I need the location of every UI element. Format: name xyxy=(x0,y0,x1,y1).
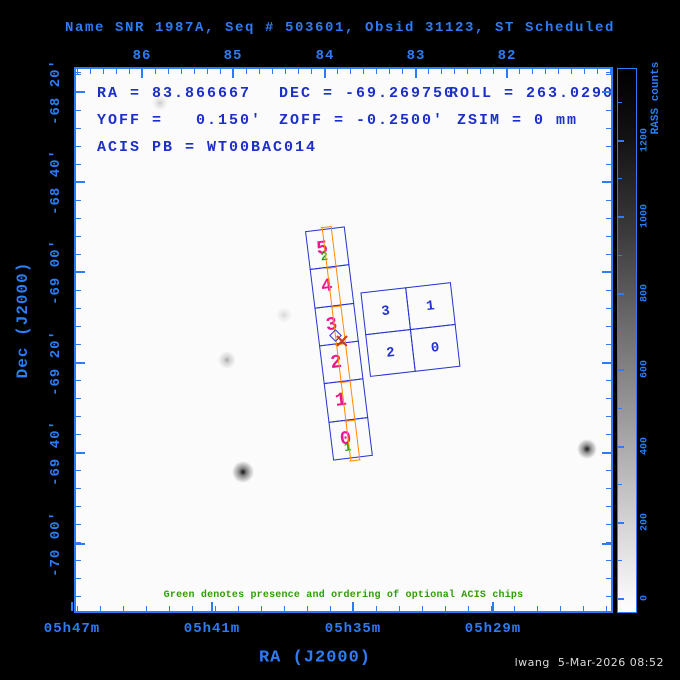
right-major-tick xyxy=(602,181,611,183)
bottom-major-tick xyxy=(352,602,354,611)
top-tick-label: 82 xyxy=(497,48,517,64)
left-major-tick xyxy=(76,181,85,183)
colorbar-tick-label: 1000 xyxy=(639,203,651,229)
top-tick-label: 86 xyxy=(132,48,152,64)
green-chips-caption: Green denotes presence and ordering of o… xyxy=(163,590,524,601)
left-tick-label: -68 20' xyxy=(48,59,64,125)
ra-value: RA = 83.866667 xyxy=(97,85,252,102)
colorbar-minor-tick xyxy=(618,407,622,409)
top-major-tick xyxy=(415,69,417,78)
left-major-tick xyxy=(76,543,85,545)
bottom-major-tick xyxy=(211,602,213,611)
colorbar-major-tick xyxy=(618,369,624,371)
colorbar-minor-tick xyxy=(618,254,622,256)
left-tick-label: -69 40' xyxy=(48,420,64,486)
bottom-tick-label: 05h47m xyxy=(43,621,101,637)
top-tick-label: 85 xyxy=(223,48,243,64)
right-major-tick xyxy=(602,362,611,364)
acis-i-chip-3: 3 xyxy=(360,287,411,336)
top-major-tick xyxy=(324,69,326,78)
y-axis-title: Dec (J2000) xyxy=(14,261,32,379)
colorbar-tick-label: 200 xyxy=(639,512,651,532)
left-tick-label: -70 00' xyxy=(48,511,64,577)
colorbar-tick-label: 1200 xyxy=(639,127,651,153)
bottom-tick-label: 05h35m xyxy=(324,621,382,637)
top-minor-ticks xyxy=(76,69,611,74)
colorbar-tick-label: 0 xyxy=(639,594,651,602)
top-tick-label: 84 xyxy=(315,48,335,64)
colorbar-minor-tick xyxy=(618,178,622,179)
bottom-tick-label: 05h41m xyxy=(183,621,241,637)
colorbar-minor-tick xyxy=(618,560,622,561)
colorbar-tick-label: 400 xyxy=(639,436,651,456)
colorbar-minor-tick xyxy=(618,331,622,332)
user-datestamp: lwang 5-Mar-2026 08:52 xyxy=(514,656,664,669)
right-major-tick xyxy=(602,91,611,93)
sky-plot: RA = 83.866667 DEC = -69.269750 ROLL = 2… xyxy=(74,67,613,613)
colorbar-major-tick xyxy=(618,522,624,524)
colorbar-minor-tick xyxy=(618,484,622,485)
left-tick-label: -68 40' xyxy=(48,149,64,215)
right-major-tick xyxy=(602,543,611,545)
acis-i-chip-2: 2 xyxy=(365,329,416,377)
right-major-tick xyxy=(602,271,611,273)
colorbar-major-tick xyxy=(618,140,624,142)
yoff-value: YOFF = 0.150' xyxy=(97,112,263,129)
dec-value: DEC = -69.269750 xyxy=(279,85,456,102)
left-major-tick xyxy=(76,362,85,364)
left-tick-label: -69 20' xyxy=(48,330,64,396)
top-major-tick xyxy=(232,69,234,78)
colorbar-minor-tick xyxy=(618,102,622,103)
top-major-tick xyxy=(506,69,508,78)
top-tick-label: 83 xyxy=(406,48,426,64)
acis-pb-value: ACIS PB = WT00BAC014 xyxy=(97,139,318,156)
x-axis-title: RA (J2000) xyxy=(258,648,372,668)
bottom-minor-ticks xyxy=(76,606,611,611)
left-major-tick xyxy=(76,91,85,93)
top-major-tick xyxy=(141,69,143,78)
zsim-value: ZSIM = 0 mm xyxy=(457,112,579,129)
colorbar-title: RASS counts xyxy=(650,61,662,135)
bottom-tick-label: 05h29m xyxy=(464,621,522,637)
acis-i-chip-1: 1 xyxy=(405,282,456,331)
bottom-major-tick xyxy=(71,602,73,611)
colorbar-tick-label: 800 xyxy=(639,283,651,303)
colorbar-major-tick xyxy=(618,216,624,218)
colorbar-major-tick xyxy=(618,446,624,448)
observation-title: Name SNR 1987A, Seq # 503601, Obsid 3112… xyxy=(64,20,616,36)
left-minor-ticks xyxy=(76,69,81,611)
colorbar-major-tick xyxy=(618,293,624,295)
left-major-tick xyxy=(76,452,85,454)
right-minor-ticks xyxy=(606,69,611,611)
colorbar-major-tick xyxy=(618,598,624,600)
right-major-tick xyxy=(602,452,611,454)
colorbar-tick-label: 600 xyxy=(639,359,651,379)
bottom-major-tick xyxy=(492,602,494,611)
left-major-tick xyxy=(76,271,85,273)
left-tick-label: -69 00' xyxy=(48,239,64,305)
colorbar xyxy=(617,68,637,613)
roll-value: ROLL = 263.0290 xyxy=(449,85,615,102)
zoff-value: ZOFF = -0.2500' xyxy=(279,112,445,129)
acis-i-chip-0: 0 xyxy=(409,323,461,372)
